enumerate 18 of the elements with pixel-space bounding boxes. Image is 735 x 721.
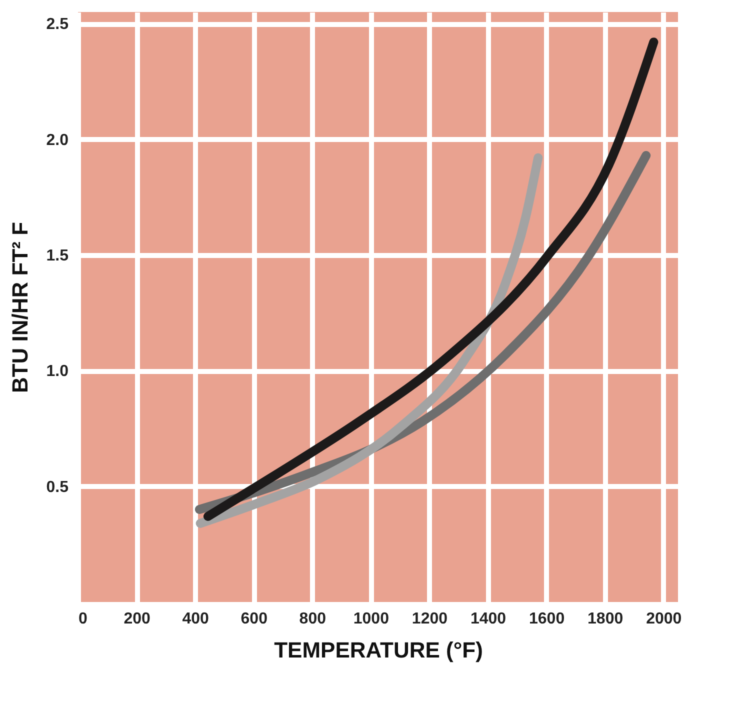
x-tick-label: 400: [182, 610, 210, 628]
x-tick-label: 2000: [646, 610, 682, 628]
x-tick-label: 1000: [353, 610, 390, 628]
x-tick-label: 1800: [588, 610, 624, 628]
x-tick-label: 800: [299, 610, 326, 628]
y-tick-label: 2.0: [46, 132, 69, 149]
x-tick-label: 600: [240, 610, 268, 628]
x-tick-label: 1200: [412, 610, 448, 628]
y-axis-title: BTU IN/HR FT² F: [7, 222, 32, 394]
x-axis-title: TEMPERATURE (°F): [274, 638, 483, 662]
x-tick-label: 1400: [470, 610, 506, 628]
x-tick-label: 1600: [528, 610, 565, 628]
y-tick-label: 1.5: [46, 247, 69, 264]
x-tick-label: 0: [78, 610, 88, 628]
x-tick-label: 200: [124, 610, 150, 628]
y-tick-label: 2.5: [46, 16, 69, 34]
y-tick-label: 0.5: [46, 478, 69, 496]
y-tick-label: 1.0: [46, 363, 69, 380]
